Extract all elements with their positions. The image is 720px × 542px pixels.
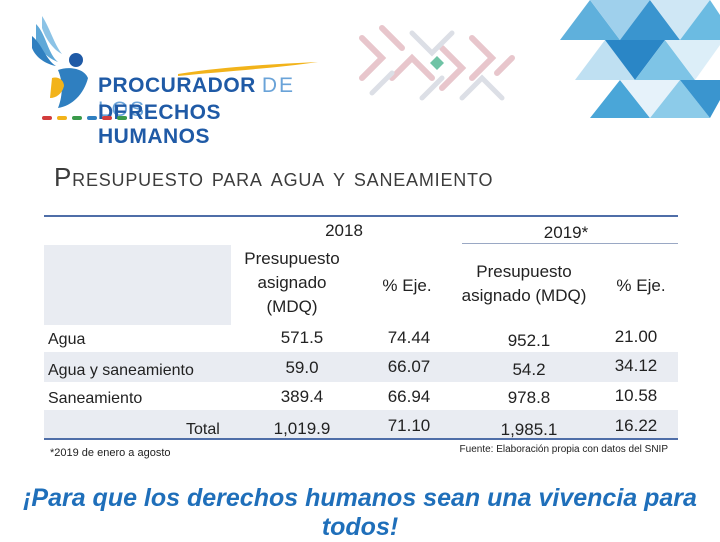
- col-budget-2019-line1: Presupuesto: [476, 262, 572, 281]
- woven-pattern-decoration: [359, 25, 515, 101]
- row-band-2-label: [44, 352, 231, 382]
- logo-text-line1: PROCURADOR DE LOS: [98, 74, 308, 122]
- row-band-2: [231, 352, 678, 382]
- label-header-band: [44, 245, 231, 325]
- slogan: ¡Para que los derechos humanos sean una …: [23, 484, 697, 541]
- cell-agua-exec-2018: 74.44: [387, 328, 431, 347]
- cell-ays-budget-2019: 54.2: [512, 360, 546, 379]
- cell-san-exec-2018: 66.94: [387, 387, 431, 406]
- col-budget-2019-header: Presupuesto asignado (MDQ): [449, 260, 599, 308]
- year-2019-rule: [462, 243, 678, 244]
- triangle-pattern-decoration: [560, 0, 720, 118]
- row-label-total: Total: [186, 421, 220, 438]
- cell-san-budget-2018: 389.4: [280, 387, 324, 406]
- col-budget-2019-line2: asignado (MDQ): [461, 286, 587, 305]
- logo-dots: [42, 116, 127, 120]
- cell-agua-exec-2019: 21.00: [614, 327, 658, 346]
- cell-total-exec-2018: 71.10: [387, 416, 431, 435]
- col-budget-2018-line3: (MDQ): [266, 297, 318, 316]
- footnote: *2019 de enero a agosto: [50, 447, 171, 459]
- cell-agua-budget-2019: 952.1: [507, 331, 551, 350]
- logo-text-de-los: DE LOS: [98, 74, 296, 121]
- logo-text-line2: DERECHOS HUMANOS: [98, 101, 222, 148]
- logo-figure-icon: [32, 16, 88, 108]
- cell-san-budget-2019: 978.8: [507, 388, 551, 407]
- logo-swoosh-icon: [178, 62, 318, 76]
- cell-ays-budget-2018: 59.0: [285, 358, 319, 377]
- col-budget-2018-line2: asignado: [257, 273, 327, 292]
- cell-agua-budget-2018: 571.5: [280, 328, 324, 347]
- year-2018-header: 2018: [325, 221, 363, 240]
- row-label-agua-y-saneamiento: Agua y saneamiento: [48, 362, 194, 379]
- cell-ays-exec-2018: 66.07: [387, 357, 431, 376]
- budget-table: 2018 2019* Presupuesto asignado (MDQ) % …: [44, 215, 678, 441]
- row-label-agua: Agua: [48, 331, 86, 348]
- cell-ays-exec-2019: 34.12: [614, 356, 658, 375]
- row-band-4: [231, 410, 678, 438]
- table-top-rule: [44, 215, 678, 217]
- col-exec-2019-header: % Eje.: [616, 276, 666, 295]
- table-bottom-rule: [44, 438, 678, 440]
- col-exec-2018-header: % Eje.: [382, 276, 432, 295]
- page-title: Presupuesto para agua y saneamiento: [54, 162, 494, 192]
- row-band-4-label: [44, 410, 231, 438]
- row-label-saneamiento: Saneamiento: [48, 390, 143, 407]
- cell-total-budget-2018: 1,019.9: [273, 419, 331, 438]
- year-2019-header: 2019*: [543, 223, 589, 242]
- cell-san-exec-2019: 10.58: [614, 386, 658, 405]
- col-budget-2018-line1: Presupuesto: [244, 249, 340, 268]
- source-note: Fuente: Elaboración propia con datos del…: [459, 444, 668, 455]
- cell-total-budget-2019: 1,985.1: [500, 420, 558, 439]
- col-budget-2018-header: Presupuesto asignado (MDQ): [232, 247, 352, 319]
- pdh-logo: PROCURADOR DE LOS DERECHOS HUMANOS: [28, 14, 318, 148]
- logo-text-procurador: PROCURADOR: [98, 74, 256, 97]
- cell-total-exec-2019: 16.22: [614, 416, 658, 435]
